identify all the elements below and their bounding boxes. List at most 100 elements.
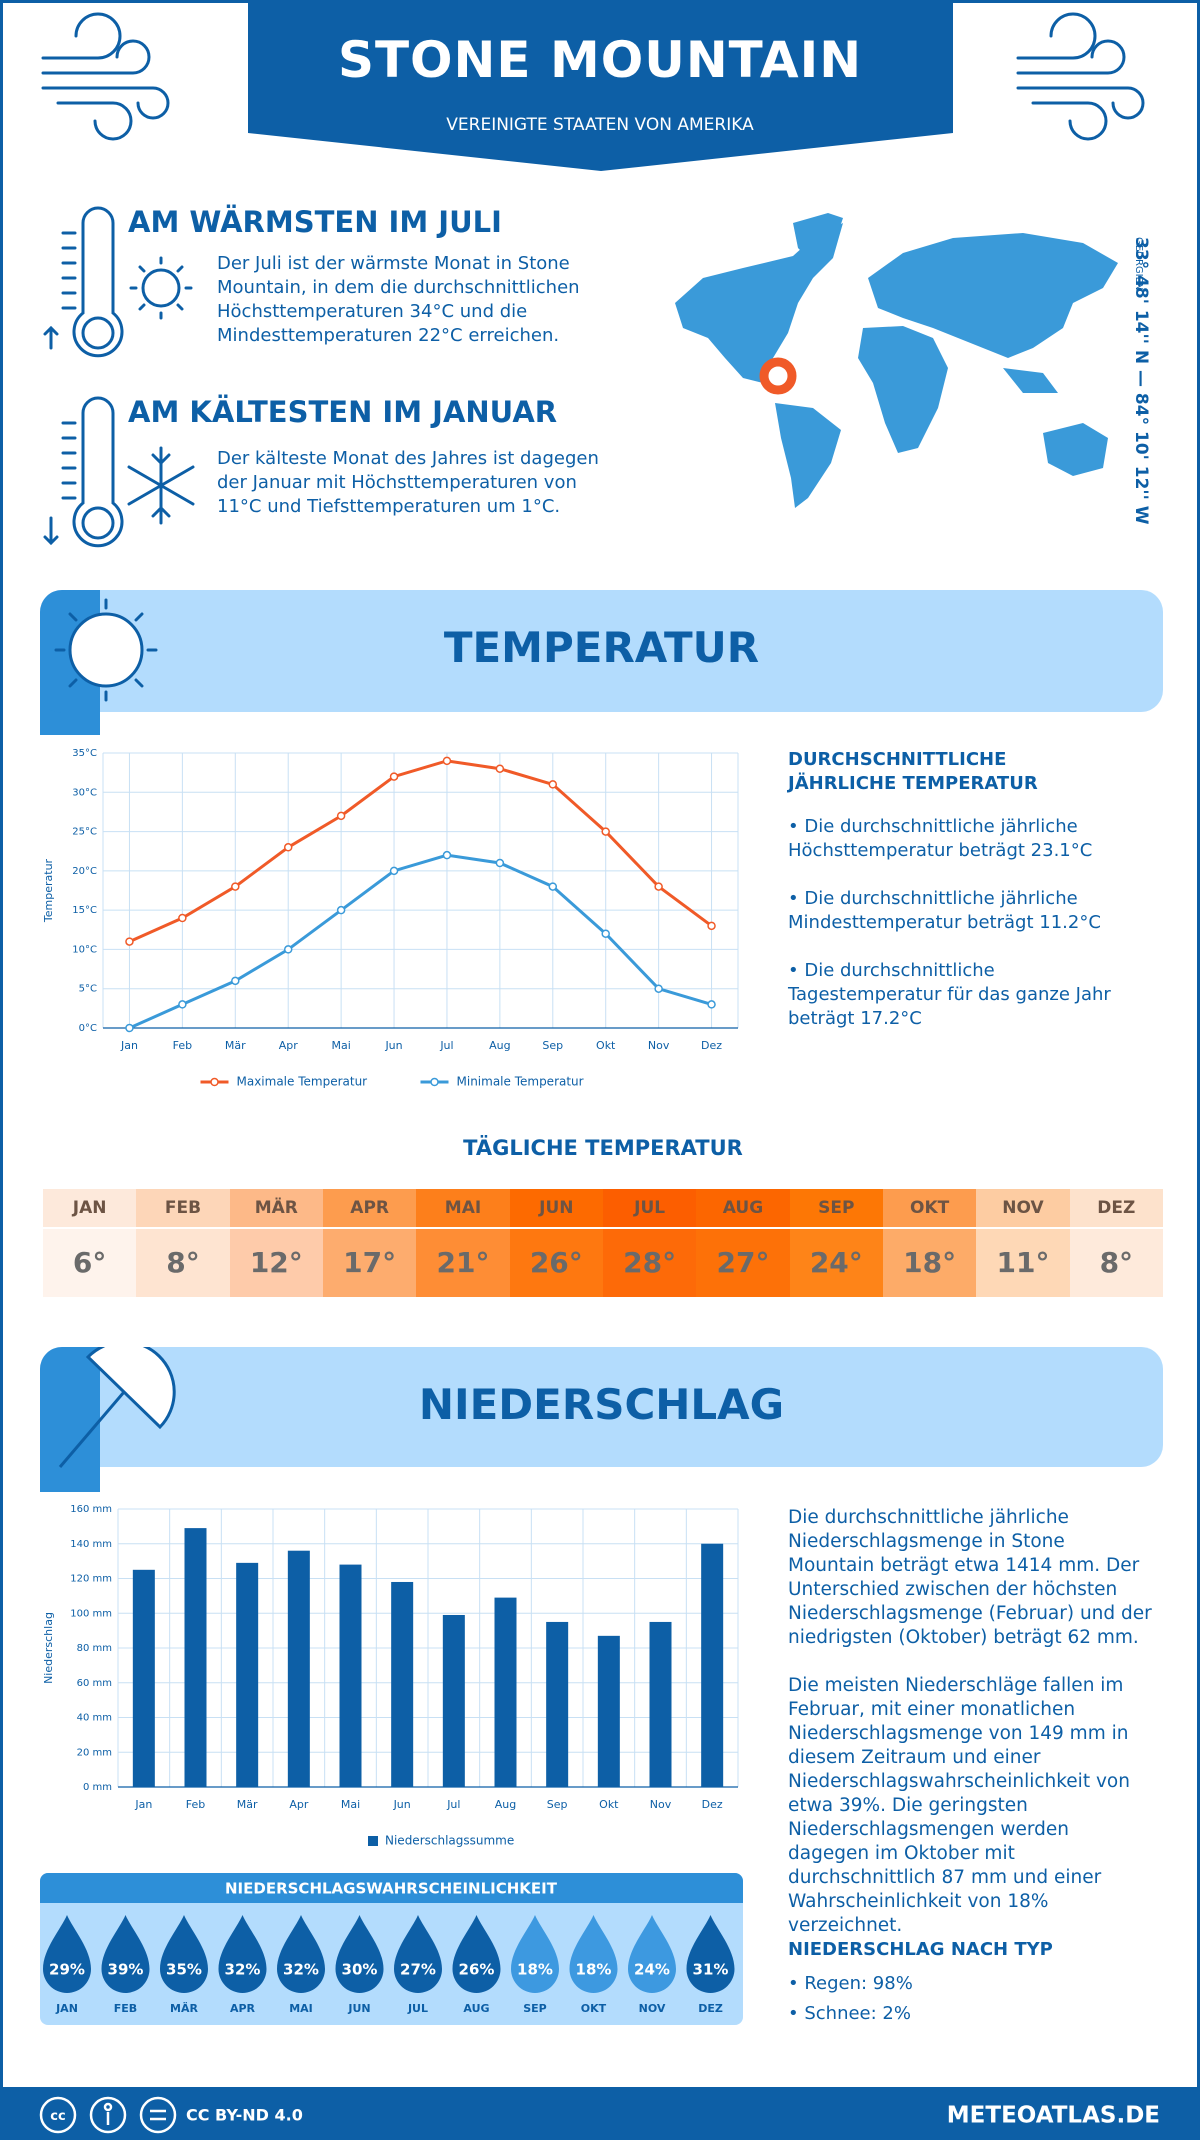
probability-label: 27% [400, 1961, 436, 1979]
world-map [675, 213, 1118, 508]
series-line [128, 759, 713, 943]
probability-label: 18% [576, 1961, 612, 1979]
wind-icon [1016, 12, 1145, 141]
month-cell: JAN [43, 1189, 137, 1227]
probability-label: 39% [108, 1961, 144, 1979]
y-tick-label: 40 mm [77, 1713, 112, 1724]
list-item: • Die durchschnittliche jährliche Höchst… [788, 816, 1093, 861]
y-tick-label: 100 mm [70, 1608, 112, 1619]
probability-label: 35% [166, 1961, 202, 1979]
x-tick-label: Jan [134, 1798, 152, 1811]
point [231, 882, 240, 891]
region: GEORGIEN [1133, 237, 1144, 291]
x-tick-label: Jul [439, 1039, 453, 1052]
daily-title: TÄGLICHE TEMPERATUR [463, 1136, 743, 1160]
rain-drop [511, 1915, 559, 1993]
coldest-title: AM KÄLTESTEN IM JANUAR [128, 395, 558, 429]
rain-drop [569, 1915, 618, 1993]
precipitation-chart: 0 mm 20 mm 40 mm 60 mm 80 mm 100 mm 120 mm 140 … [42, 1504, 739, 1848]
probability-month: SEP [523, 2002, 547, 2015]
month-cell: AUG [696, 1189, 790, 1227]
point [336, 905, 346, 915]
bar [494, 1597, 517, 1787]
series-line [128, 853, 712, 1030]
list-item: • Die durchschnittliche jährliche Mindes… [788, 888, 1101, 933]
temperature-cell: 24° [789, 1229, 883, 1297]
list-item: • Regen: 98% [788, 1973, 913, 1994]
point [548, 882, 558, 891]
bar [391, 1581, 414, 1787]
location-marker [759, 357, 797, 395]
thermo-icons [43, 206, 195, 548]
x-tick-label: Sep [542, 1039, 563, 1052]
x-tick-label: Mär [225, 1039, 246, 1052]
x-tick-label: Okt [596, 1039, 616, 1052]
bar [339, 1564, 362, 1787]
temperature-cell: 12° [229, 1229, 323, 1297]
y-tick-label: 0°C [79, 1023, 97, 1034]
bar [701, 1543, 724, 1787]
page-subtitle: VEREINIGTE STAATEN VON AMERIKA [446, 115, 754, 135]
temperature-cell: 6° [43, 1229, 137, 1297]
probability-label: 26% [459, 1961, 495, 1979]
warmest-text: Der Juli ist der wärmste Monat in Stone … [217, 253, 580, 346]
point [601, 827, 610, 836]
probability-month: MÄR [170, 2001, 198, 2015]
probability-month: APR [230, 2002, 256, 2015]
month-cell: APR [323, 1189, 417, 1227]
point [125, 1023, 134, 1033]
bar [132, 1569, 155, 1787]
point [707, 1000, 716, 1009]
probability-month: NOV [639, 2002, 666, 2015]
rain-drop [394, 1915, 442, 1993]
point [178, 1000, 187, 1009]
x-tick-label: Feb [173, 1039, 192, 1052]
probability-label: 32% [283, 1961, 319, 1979]
x-tick-label: Jan [120, 1039, 138, 1052]
x-tick-label: Jul [446, 1798, 460, 1811]
legend-swatch [210, 1077, 219, 1087]
rain-drop [686, 1915, 735, 1993]
list-item: • Schnee: 2% [788, 2003, 911, 2024]
list-item: Die meisten Niederschläge fallen im Febr… [788, 1675, 1130, 1936]
bar [287, 1550, 310, 1787]
precipitation-banner [40, 1347, 1163, 1492]
point [654, 882, 663, 891]
probability-title: NIEDERSCHLAGSWAHRSCHEINLICHKEIT [225, 1880, 558, 1898]
y-axis-label: Temperatur [42, 858, 55, 923]
x-tick-label: Aug [495, 1798, 516, 1811]
probability-label: 24% [634, 1961, 670, 1979]
x-tick-label: Mai [341, 1798, 360, 1811]
month-cell: JUN [509, 1189, 603, 1227]
y-tick-label: 15°C [72, 905, 97, 916]
probability-month: OKT [581, 2002, 607, 2015]
annual-list: • Die durchschnittliche jährliche Höchst… [788, 815, 1148, 1055]
y-tick-label: 160 mm [70, 1504, 112, 1515]
x-tick-label: Jun [384, 1039, 402, 1052]
y-tick-label: 140 mm [70, 1539, 112, 1550]
daily-table: JAN 6° FEB 8° MÄR 12° APR 17° MAI 21° JUN 26° JUL 28°… [43, 1189, 1163, 1299]
month-cell: NOV [976, 1189, 1070, 1227]
probability-month: MAI [289, 2002, 313, 2015]
legend-label: Niederschlagssumme [385, 1834, 514, 1848]
probability-label: 32% [225, 1961, 261, 1979]
x-tick-label: Dez [702, 1798, 723, 1811]
probability-panel: NIEDERSCHLAGSWAHRSCHEINLICHKEIT 29% JAN 39… [40, 1873, 743, 2025]
site-name: METEOATLAS.DE [947, 2103, 1160, 2129]
point [707, 921, 716, 931]
temperature-banner [40, 590, 1163, 735]
rain-drop [335, 1915, 384, 1993]
point [548, 780, 558, 789]
bar [236, 1562, 259, 1787]
type-title: NIEDERSCHLAG NACH TYP [788, 1939, 1053, 1960]
legend-label: Minimale Temperatur [457, 1075, 584, 1089]
point [495, 858, 505, 868]
temperature-cell: 11° [976, 1229, 1070, 1297]
x-tick-label: Sep [547, 1798, 568, 1811]
month-cell: FEB [136, 1189, 230, 1227]
point [231, 976, 240, 986]
point [283, 945, 293, 954]
y-tick-label: 35°C [72, 748, 97, 759]
y-tick-label: 60 mm [77, 1678, 112, 1689]
month-cell: OKT [883, 1189, 977, 1227]
